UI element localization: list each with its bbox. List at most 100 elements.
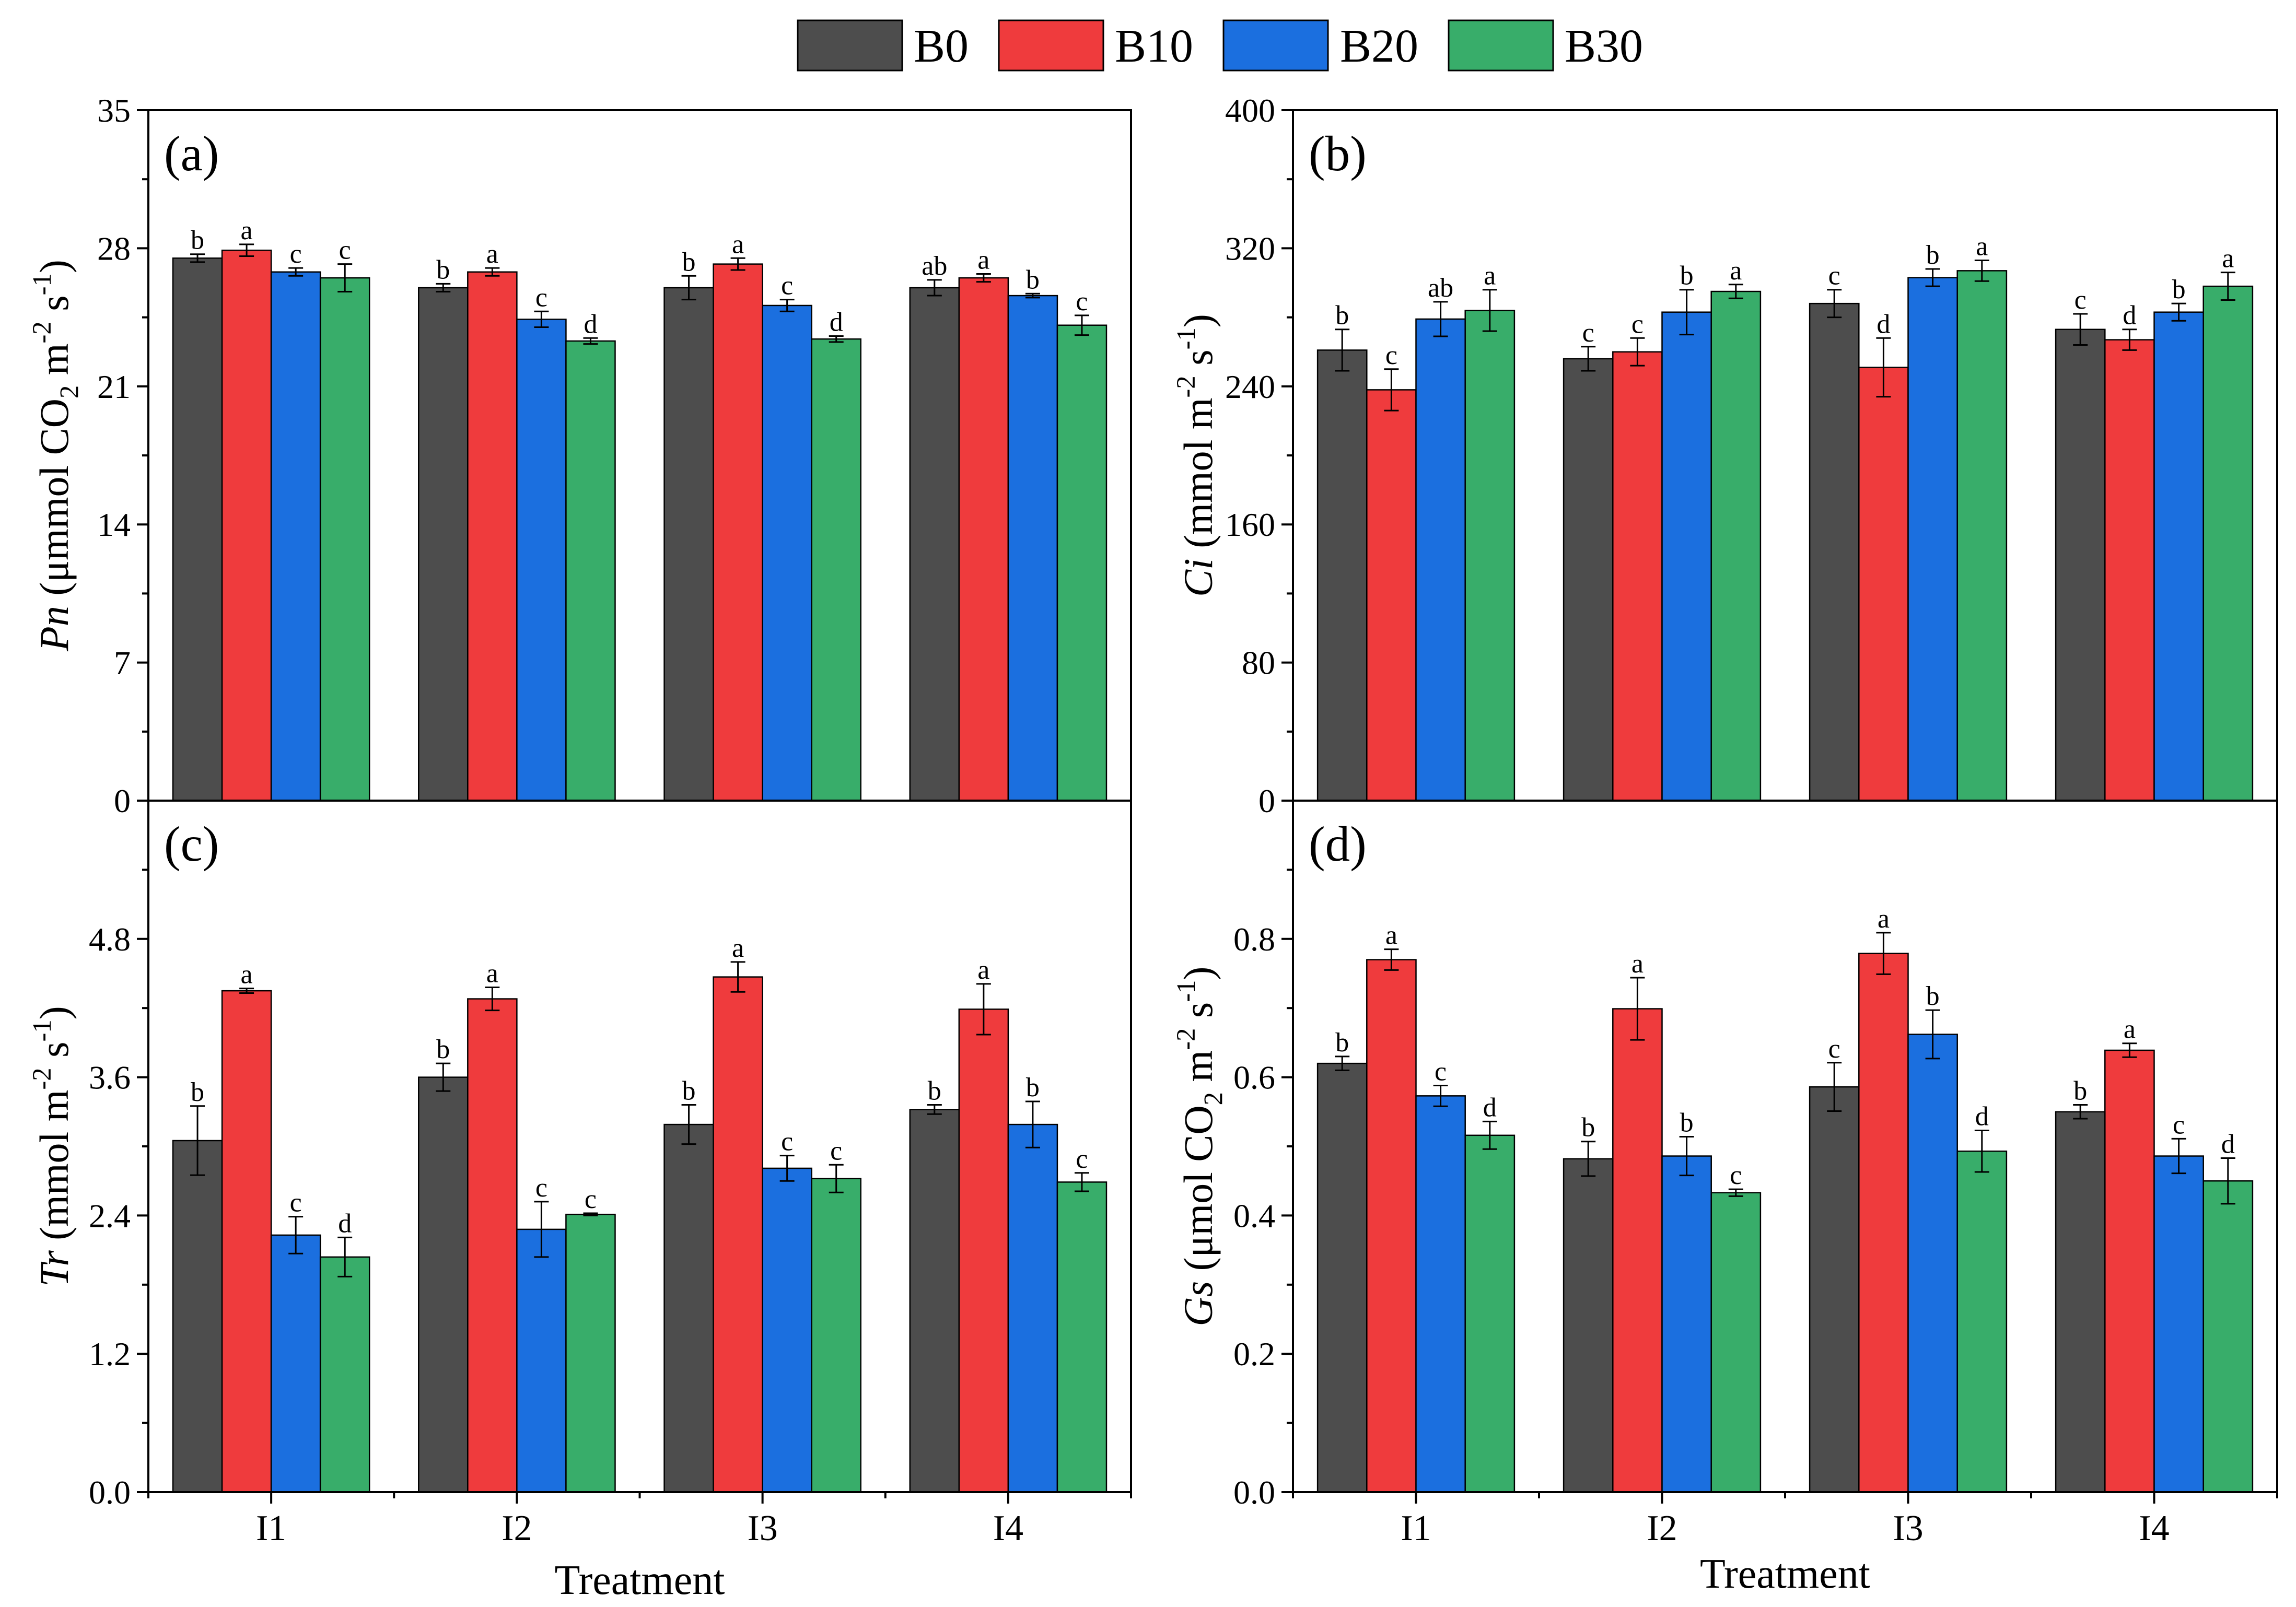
- errorbar-d-I3-B0: [1827, 1062, 1842, 1112]
- ytick-label-a-5: 35: [97, 92, 131, 129]
- sig-letter-c-I4-B0: b: [928, 1076, 941, 1106]
- sig-letter-c-I1-B20: c: [290, 1188, 302, 1218]
- ytick-label-d-4: 0.8: [1233, 921, 1275, 958]
- errorbar-c-I4-B10: [976, 983, 991, 1036]
- errorbar-d-I2-B0: [1581, 1141, 1596, 1177]
- sig-letter-c-I1-B0: b: [191, 1077, 204, 1107]
- errorbar-b-I4-B0: [2073, 313, 2088, 346]
- sig-letter-d-I3-B0: c: [1828, 1034, 1840, 1064]
- errorbar-d-I3-B30: [1974, 1130, 1989, 1173]
- sig-letter-b-I3-B10: d: [1877, 309, 1890, 339]
- ylabel-b-part-5: ): [1175, 314, 1221, 327]
- bar-a-I2-B20: [516, 319, 567, 802]
- bar-c-I4-B20: [1007, 1123, 1058, 1493]
- sig-letter-d-I4-B0: b: [2073, 1076, 2087, 1106]
- sig-letter-a-I3-B20: c: [781, 271, 793, 301]
- ytick-label-b-4: 320: [1225, 230, 1275, 267]
- ylabel-a-part-7: ): [31, 260, 77, 273]
- sig-letter-c-I2-B10: a: [486, 958, 498, 988]
- bar-d-I1-B0: [1316, 1062, 1368, 1493]
- bar-a-I3-B10: [713, 263, 763, 802]
- errorbar-a-I3-B20: [779, 299, 795, 312]
- sig-letter-a-I2-B30: d: [584, 309, 597, 339]
- errorbar-b-I3-B20: [1925, 268, 1940, 287]
- sig-letter-a-I2-B0: b: [436, 255, 450, 285]
- bar-c-I1-B20: [270, 1234, 321, 1493]
- sig-letter-d-I2-B20: b: [1680, 1108, 1694, 1137]
- sig-letter-d-I4-B20: c: [2173, 1110, 2185, 1140]
- errorbar-d-I1-B20: [1433, 1084, 1448, 1107]
- errorbar-d-I2-B10: [1630, 977, 1645, 1041]
- xtick-label-c-I2: I2: [502, 1508, 532, 1549]
- bar-c-I1-B0: [172, 1140, 223, 1493]
- ylabel-c-part-0: Tr: [31, 1250, 77, 1287]
- ylabel-d-part-4: -2: [1171, 1028, 1201, 1050]
- errorbar-c-I4-B30: [1074, 1172, 1089, 1192]
- bar-a-I1-B20: [270, 271, 321, 802]
- bar-b-I3-B30: [1956, 270, 2008, 802]
- errorbar-a-I3-B10: [730, 257, 745, 271]
- sig-letter-d-I1-B10: a: [1385, 921, 1397, 951]
- ylabel-d-part-5: s: [1175, 1002, 1221, 1028]
- sig-letter-c-I3-B30: c: [830, 1136, 842, 1166]
- ylabel-b-part-1: (mmol m: [1175, 397, 1221, 558]
- legend-label-b30: B30: [1565, 20, 1643, 72]
- errorbar-b-I1-B10: [1384, 368, 1399, 412]
- ylabel-d-part-0: Gs: [1175, 1281, 1221, 1327]
- bar-d-I2-B30: [1710, 1192, 1762, 1493]
- bar-b-I2-B30: [1710, 290, 1762, 802]
- bar-b-I1-B0: [1316, 349, 1368, 802]
- errorbar-c-I1-B0: [190, 1105, 205, 1176]
- sig-letter-c-I2-B20: c: [535, 1173, 547, 1203]
- sig-letter-c-I4-B30: c: [1076, 1144, 1088, 1174]
- sig-letter-b-I1-B0: b: [1335, 301, 1349, 331]
- bar-c-I3-B10: [713, 976, 763, 1493]
- errorbar-c-I4-B0: [927, 1104, 942, 1115]
- bar-b-I3-B10: [1858, 367, 1909, 802]
- errorbar-c-I1-B20: [288, 1216, 304, 1254]
- sig-letter-b-I1-B30: a: [1484, 261, 1496, 291]
- errorbar-d-I1-B0: [1335, 1055, 1350, 1071]
- panel-b: b c c c c c d d ab b b b a a a a 0 80 160 240 320 400 Ci (mmol…: [1171, 92, 2278, 819]
- bar-d-I3-B20: [1907, 1034, 1958, 1493]
- bar-c-I1-B30: [319, 1256, 370, 1493]
- legend-label-b10: B10: [1115, 20, 1193, 72]
- ytick-label-b-5: 400: [1225, 92, 1275, 129]
- sig-letter-d-I3-B20: b: [1926, 981, 1940, 1011]
- errorbar-c-I2-B20: [534, 1201, 549, 1258]
- sig-letter-c-I2-B30: c: [585, 1184, 597, 1214]
- errorbar-b-I2-B0: [1581, 346, 1596, 372]
- ylabel-a-part-1: (μmmol CO: [31, 398, 77, 606]
- xtick-label-d-I1: I1: [1401, 1508, 1431, 1549]
- ytick-label-b-1: 80: [1242, 644, 1275, 682]
- ylabel-d-part-6: -1: [1171, 980, 1201, 1002]
- bar-d-I3-B10: [1858, 953, 1909, 1493]
- sig-letter-b-I2-B10: c: [1631, 309, 1644, 339]
- bar-c-I4-B30: [1056, 1181, 1108, 1493]
- ylabel-d-part-1: (μmol CO: [1175, 1105, 1221, 1281]
- bar-d-I1-B10: [1366, 959, 1417, 1493]
- ytick-label-c-2: 2.4: [89, 1197, 131, 1234]
- sig-letter-a-I4-B20: b: [1026, 265, 1040, 295]
- sig-letter-d-I2-B30: c: [1730, 1160, 1742, 1190]
- xtick-label-d-I2: I2: [1647, 1508, 1677, 1549]
- ytick-label-d-3: 0.6: [1233, 1059, 1275, 1096]
- errorbar-c-I3-B10: [730, 961, 745, 993]
- sig-letter-a-I4-B10: a: [977, 245, 989, 275]
- panel-label-d: (d): [1309, 816, 1367, 872]
- bar-c-I3-B0: [663, 1123, 714, 1493]
- errorbar-a-I3-B30: [829, 335, 844, 343]
- bar-a-I1-B10: [221, 249, 272, 802]
- errorbar-b-I4-B20: [2171, 302, 2186, 322]
- bar-b-I1-B30: [1464, 310, 1516, 802]
- errorbar-b-I1-B0: [1335, 329, 1350, 372]
- xtick-label-d-I3: I3: [1893, 1508, 1923, 1549]
- sig-letter-c-I4-B20: b: [1026, 1073, 1040, 1102]
- xtick-label-c-I1: I1: [256, 1508, 286, 1549]
- bar-c-I2-B20: [516, 1228, 567, 1493]
- sig-letter-b-I2-B0: c: [1582, 318, 1594, 348]
- sig-letter-a-I1-B20: c: [290, 239, 302, 269]
- legend: B0 B10 B20 B30: [797, 19, 1643, 72]
